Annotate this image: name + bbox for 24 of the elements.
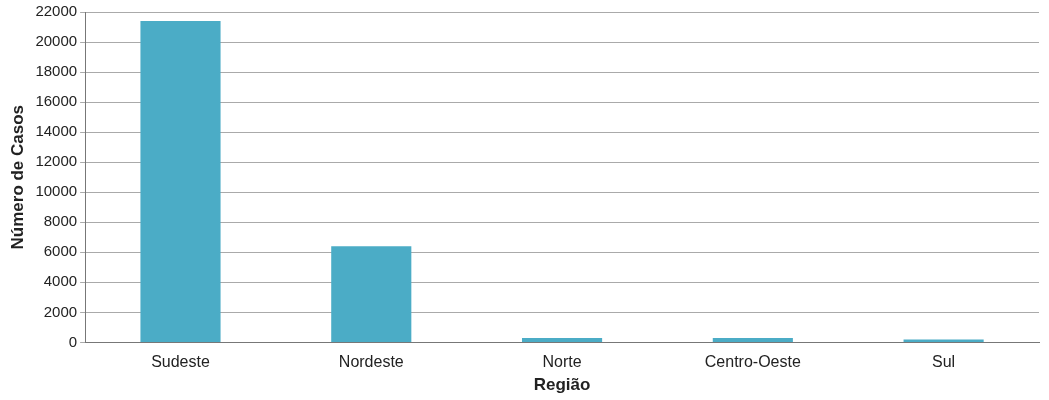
bar [903, 339, 984, 342]
y-tick-label: 10000 [35, 182, 78, 200]
y-tick-label: 18000 [35, 62, 78, 80]
y-tick-label: 14000 [35, 122, 78, 140]
y-tick-label: 4000 [43, 272, 78, 290]
bar [140, 21, 221, 342]
y-tick-label: 20000 [35, 32, 78, 50]
y-tick-label: 6000 [43, 242, 78, 260]
x-tick-label: Nordeste [338, 353, 404, 371]
y-tick-label: 0 [68, 332, 78, 350]
x-tick-label: Sul [932, 353, 956, 371]
y-tick-label: 22000 [35, 2, 78, 20]
y-tick-label: 16000 [35, 92, 78, 110]
y-tick-label: 2000 [43, 302, 78, 320]
y-tick-label: 12000 [35, 152, 78, 170]
x-tick-label: Sudeste [151, 353, 210, 371]
y-axis-title: Número de Casos [7, 104, 27, 250]
x-tick-label: Norte [542, 353, 582, 371]
bar [331, 246, 412, 342]
bar [712, 337, 793, 342]
y-tick-label: 8000 [43, 212, 78, 230]
x-axis-title: Região [533, 375, 591, 395]
bar [521, 337, 603, 342]
x-tick-label: Centro-Oeste [704, 353, 801, 371]
